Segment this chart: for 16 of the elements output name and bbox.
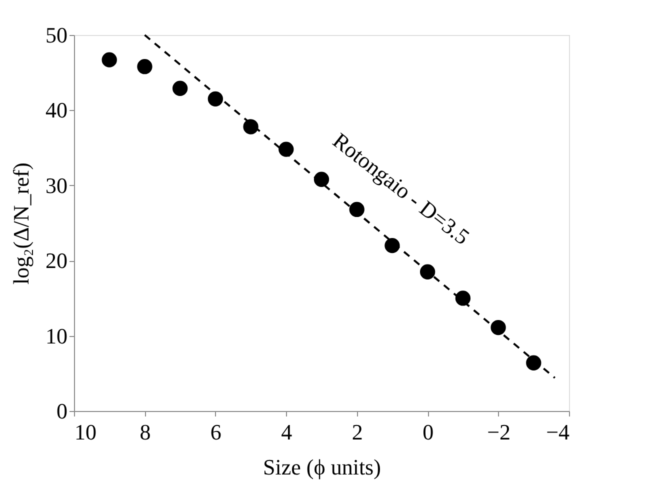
x-tick-label: 8 [140,420,151,444]
y-tick-label: 0 [56,398,68,424]
x-tick-label: 0 [422,420,434,444]
x-tick-label: 4 [281,420,292,444]
x-axis-title: Size (ϕ units) [263,454,381,480]
x-tick-label: 6 [210,420,222,444]
x-tick-label: 10 [74,420,96,444]
y-tick-label: 20 [46,248,68,274]
y-tick-label: 10 [46,323,68,348]
x-tick-label: −2 [487,420,510,444]
x-tick-label: 2 [352,420,363,444]
y-axis-title: log₂(Δ/N_ref) [8,162,34,284]
y-tick-label: 30 [46,172,68,198]
y-tick-label: 40 [46,98,68,123]
y-tick-label: 50 [46,22,68,48]
x-tick-label: −4 [546,420,570,444]
